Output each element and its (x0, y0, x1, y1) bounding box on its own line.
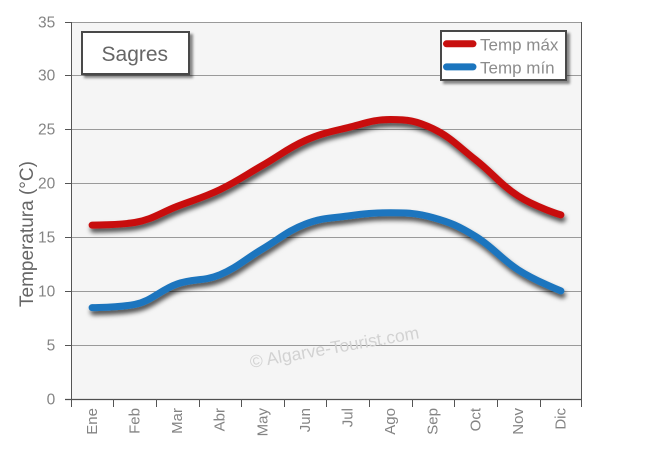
svg-text:Jul: Jul (340, 408, 357, 427)
svg-text:Ago: Ago (382, 408, 399, 435)
svg-text:20: 20 (38, 176, 56, 193)
svg-text:Oct: Oct (467, 407, 484, 431)
svg-text:Temp mín: Temp mín (480, 58, 555, 77)
svg-text:Temp máx: Temp máx (480, 35, 559, 54)
svg-text:Abr: Abr (212, 408, 229, 431)
svg-text:35: 35 (38, 15, 55, 32)
svg-text:Ene: Ene (84, 408, 101, 435)
svg-text:Nov: Nov (510, 408, 527, 435)
svg-text:Mar: Mar (169, 408, 186, 434)
svg-text:10: 10 (38, 284, 56, 301)
svg-text:25: 25 (38, 122, 55, 139)
svg-text:Sagres: Sagres (102, 43, 169, 66)
svg-text:Dic: Dic (553, 408, 570, 430)
svg-text:15: 15 (38, 230, 55, 247)
svg-text:Temperatura (°C): Temperatura (°C) (17, 161, 38, 307)
svg-text:Jun: Jun (297, 408, 314, 432)
svg-text:0: 0 (47, 392, 56, 409)
svg-text:May: May (254, 408, 271, 437)
svg-text:Sep: Sep (425, 408, 442, 435)
svg-text:Feb: Feb (126, 408, 143, 434)
svg-text:30: 30 (38, 68, 56, 85)
svg-text:5: 5 (47, 338, 56, 355)
